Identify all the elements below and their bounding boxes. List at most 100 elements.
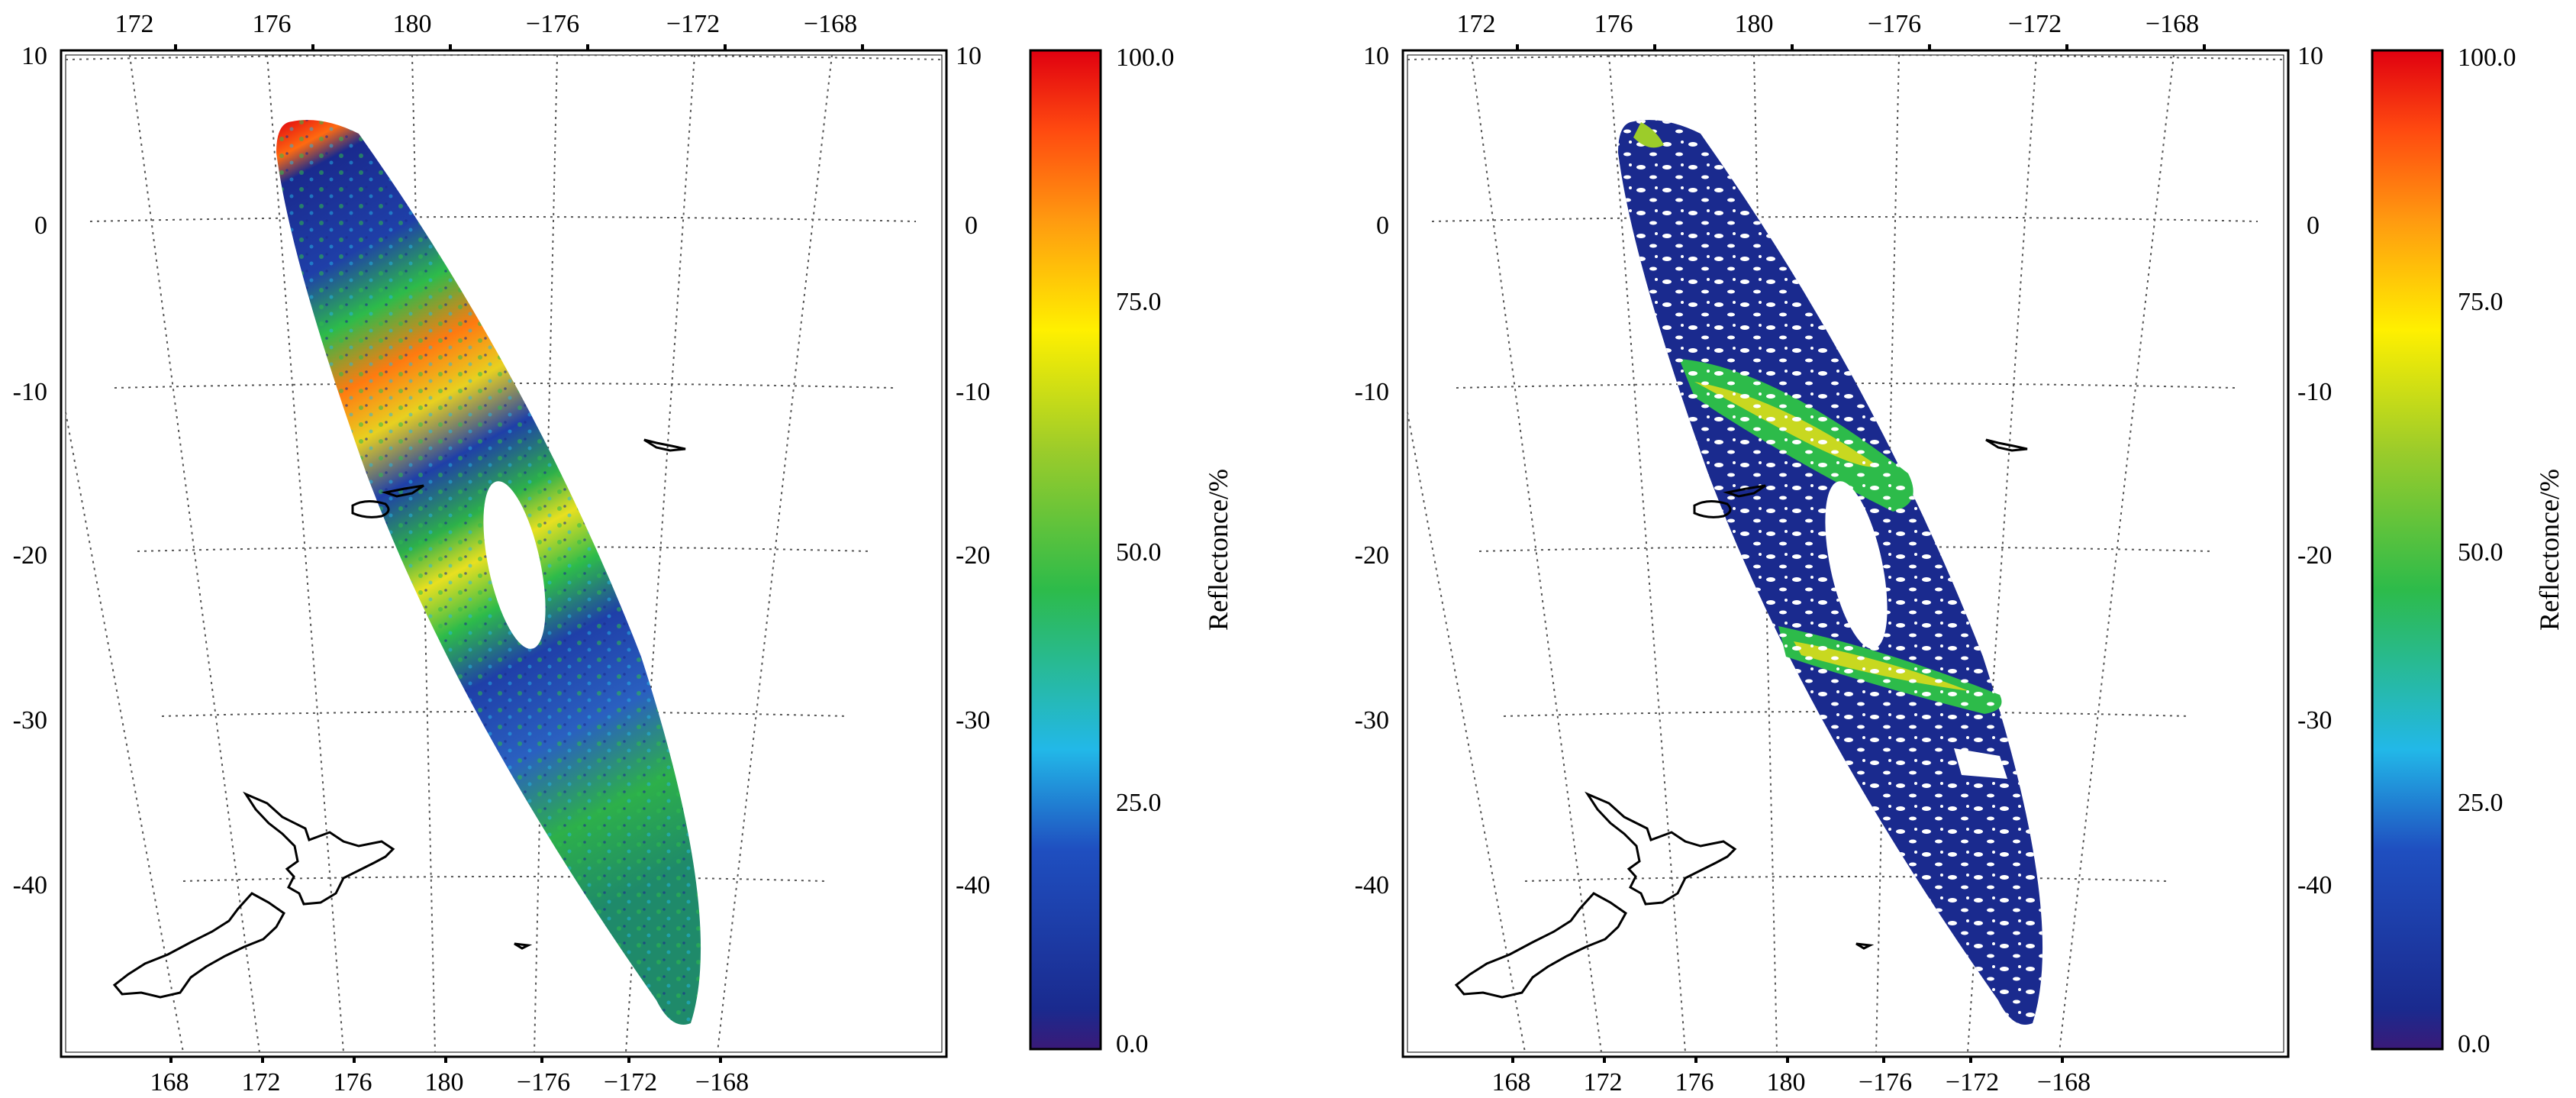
bottom-lon-tick: 172: [242, 1068, 281, 1096]
lat-tick: -10: [13, 378, 47, 406]
coastlines: [112, 438, 686, 999]
top-lon-tick: −172: [2008, 10, 2062, 38]
bottom-lon-tick: −168: [2037, 1068, 2091, 1096]
left-latitude-labels: 10 0 -10 -20 -30 -40: [1355, 42, 1389, 899]
lat-tick: -10: [2297, 378, 2332, 406]
bottom-lon-tick: 176: [1675, 1068, 1714, 1096]
left-latitude-labels: 10 0 -10 -20 -30 -40: [13, 42, 47, 899]
axis-ticks: [1511, 44, 2206, 1063]
lat-tick: -20: [956, 541, 990, 570]
lat-tick: 10: [956, 42, 982, 70]
top-lon-tick: −176: [526, 10, 579, 38]
colorbar-ramp: [2371, 49, 2444, 1051]
map-panel-left: 172 176 180 −176 −172 −168 168 172 176 1…: [13, 10, 1233, 1096]
top-lon-tick: −172: [666, 10, 720, 38]
bottom-lon-tick: −176: [517, 1068, 570, 1096]
bottom-lon-tick: 172: [1584, 1068, 1623, 1096]
reflectance-swath: [276, 120, 701, 1025]
samoa-island: [643, 438, 686, 452]
bottom-longitude-labels: 168 172 176 180 −176 −172 −168: [150, 1068, 750, 1096]
bottom-lon-tick: 180: [1767, 1068, 1806, 1096]
new-zealand-south-coast: [112, 892, 285, 999]
colorbar-tick: 100.0: [2458, 44, 2516, 72]
colorbar-tick: 100.0: [1116, 44, 1175, 72]
top-lon-tick: 172: [115, 10, 154, 38]
sunglint-gap: [483, 481, 546, 649]
bottom-lon-tick: 168: [1492, 1068, 1531, 1096]
colorbar-tick: 50.0: [1116, 538, 1162, 567]
right-latitude-labels: 10 0 -10 -20 -30 -40: [2297, 42, 2332, 899]
top-longitude-labels: 172 176 180 −176 −172 −168: [1457, 10, 2200, 38]
lat-tick: -30: [956, 706, 990, 735]
top-lon-tick: 176: [1594, 10, 1633, 38]
lat-tick: -20: [13, 541, 47, 570]
colorbar-tick: 75.0: [1116, 288, 1162, 316]
lat-tick: 10: [1363, 42, 1389, 70]
colorbar-tick: 0.0: [2458, 1030, 2491, 1058]
lat-tick: -10: [956, 378, 990, 406]
top-lon-tick: −168: [804, 10, 857, 38]
lat-tick: -40: [13, 871, 47, 899]
colorbar-ramp: [1029, 49, 1102, 1051]
colorbar-label: Reflectonce/%: [2534, 469, 2565, 631]
colorbar-tick: 75.0: [2458, 288, 2503, 316]
bottom-longitude-labels: 168 172 176 180 −176 −172 −168: [1492, 1068, 2091, 1096]
lat-tick: -40: [956, 871, 990, 899]
map-frame: [1401, 49, 2290, 1058]
top-lon-tick: −176: [1868, 10, 1921, 38]
top-lon-tick: 180: [393, 10, 432, 38]
lat-tick: -10: [1355, 378, 1389, 406]
lat-tick: 0: [965, 212, 978, 240]
colorbar-tick: 25.0: [1116, 789, 1162, 817]
top-lon-tick: −168: [2146, 10, 2199, 38]
bottom-lon-tick: 180: [425, 1068, 464, 1096]
lat-tick: -30: [1355, 706, 1389, 735]
bottom-lon-tick: −172: [1946, 1068, 1999, 1096]
colorbar-tick: 50.0: [2458, 538, 2503, 567]
lat-tick: 0: [34, 212, 47, 240]
map-frame-inner: [1407, 54, 2284, 1053]
bottom-lon-tick: 168: [150, 1068, 189, 1096]
lat-tick: -30: [13, 706, 47, 735]
fiji-island: [351, 500, 390, 518]
top-lon-tick: 176: [253, 10, 292, 38]
lat-tick: 0: [1376, 212, 1389, 240]
map-frame-inner: [65, 54, 943, 1053]
top-lon-tick: 180: [1735, 10, 1774, 38]
fiji-island-north: [1723, 484, 1766, 498]
lat-tick: 10: [2297, 42, 2323, 70]
fiji-island-north: [381, 484, 424, 498]
bottom-lon-tick: −172: [604, 1068, 657, 1096]
coastlines: [1454, 438, 2028, 999]
lat-tick: 10: [21, 42, 47, 70]
colorbar-tick: 25.0: [2458, 789, 2503, 817]
lat-tick: -40: [1355, 871, 1389, 899]
colorbar-label: Reflectonce/%: [1203, 469, 1233, 631]
bottom-lon-tick: 176: [334, 1068, 372, 1096]
reflectance-swath-filtered: [1618, 120, 2043, 1025]
right-latitude-labels: 10 0 -10 -20 -30 -40: [956, 42, 990, 899]
samoa-island: [1985, 438, 2028, 452]
map-panel-right: 172 176 180 −176 −172 −168 168 172 176 1…: [1355, 10, 2565, 1096]
lat-tick: -20: [1355, 541, 1389, 570]
new-zealand-north-coast: [1585, 791, 1737, 906]
map-frame: [60, 49, 948, 1058]
new-zealand-south-coast: [1454, 892, 1627, 999]
top-lon-tick: 172: [1457, 10, 1496, 38]
sunglint-gap: [1825, 481, 1888, 649]
small-island: [1855, 942, 1875, 950]
small-island: [514, 942, 533, 950]
lat-tick: 0: [2307, 212, 2320, 240]
colorbar: 100.0 75.0 50.0 25.0 0.0 Reflectonce/%: [2371, 44, 2565, 1058]
colorbar-tick: 0.0: [1116, 1030, 1149, 1058]
bottom-lon-tick: −176: [1859, 1068, 1912, 1096]
new-zealand-north-coast: [243, 791, 395, 906]
top-longitude-labels: 172 176 180 −176 −172 −168: [115, 10, 858, 38]
lat-tick: -30: [2297, 706, 2332, 735]
axis-ticks: [169, 44, 864, 1063]
lat-tick: -20: [2297, 541, 2332, 570]
fiji-island: [1693, 500, 1732, 518]
bottom-lon-tick: −168: [695, 1068, 749, 1096]
lat-tick: -40: [2297, 871, 2332, 899]
